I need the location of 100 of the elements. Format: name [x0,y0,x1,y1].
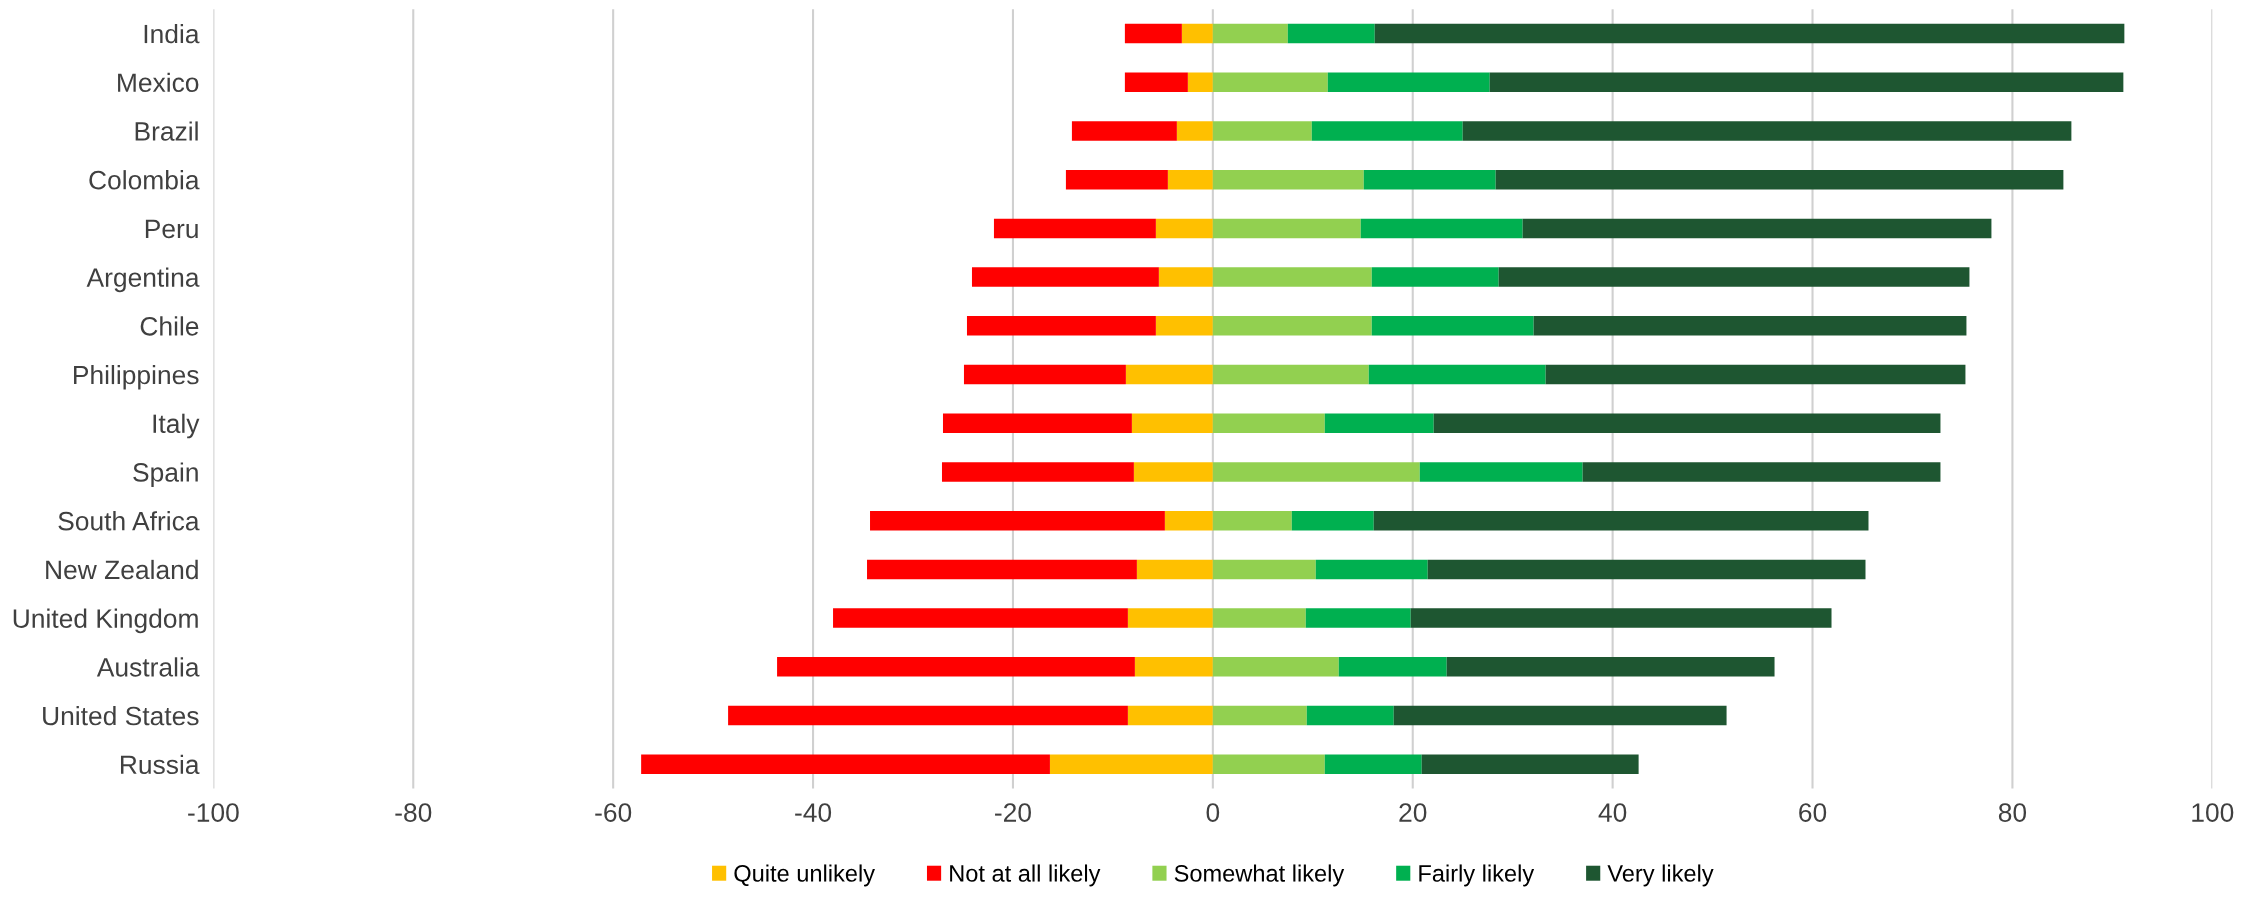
bar [1071,121,1177,141]
bar [1212,267,1372,287]
x-tick-label: 80 [1998,803,2027,822]
legend-label: Not at all likely [950,864,1101,887]
bar [1368,364,1546,385]
y-tick-label: Mexico [118,72,199,93]
y-tick-label: Argentina [86,267,200,293]
bar [1324,754,1422,775]
bar [1315,559,1428,580]
bar [1049,754,1213,775]
bar [1212,462,1420,482]
bar [1533,316,1967,336]
bar [1495,169,2064,190]
bar [1212,705,1307,726]
bar [1187,72,1213,92]
bar [963,364,1126,385]
bar [777,657,1135,677]
bar [966,316,1156,336]
bar [1338,657,1447,677]
bar [1545,364,1966,385]
x-tick-label: -40 [795,803,832,822]
bar [1212,316,1372,336]
bar [1363,169,1496,190]
y-tick-label: Australia [96,657,200,677]
bar [971,267,1159,287]
bar [1446,657,1775,677]
bar [1522,218,1992,239]
bar [1212,169,1364,190]
bar [1212,72,1328,92]
legend-label: Quite unlikely [734,864,875,887]
bar [1419,462,1583,482]
bar [1287,23,1375,44]
x-tick-label: -80 [395,803,432,822]
bar [993,218,1156,239]
y-tick-label: Russia [120,754,200,775]
bar [1433,413,1941,433]
bar [1306,705,1394,726]
x-tick-label: 0 [1206,803,1220,822]
bar [1212,218,1361,239]
bar [1212,23,1288,44]
legend-label: Very likely [1607,864,1714,887]
y-tick-label: Chile [140,316,199,336]
bar [1212,510,1292,531]
bar [1371,316,1534,336]
bar [870,510,1165,531]
bar [1164,510,1213,531]
x-tick-label: -20 [995,803,1031,822]
y-tick-label: United Kingdom [13,608,198,634]
bar [1212,754,1325,775]
bar [728,705,1128,726]
bar [1327,72,1490,92]
bar [1410,608,1832,628]
bar [1324,413,1434,433]
bar [1127,705,1213,726]
bar [1374,23,2125,44]
bar [1181,23,1213,44]
bar [1176,121,1213,141]
bar [1212,608,1306,628]
bar [1393,705,1727,726]
bar [1155,316,1213,336]
bar [1421,754,1639,775]
bar [1131,413,1213,433]
bar [1212,413,1325,433]
bar [1134,657,1213,677]
bar [641,754,1050,775]
bar [1167,169,1213,190]
bar [1127,608,1213,628]
x-tick-label: -100 [188,803,239,822]
x-tick-label: 40 [1598,803,1627,822]
y-tick-label: Brazil [135,121,198,141]
y-tick-label: South Africa [58,511,200,531]
bar [1305,608,1411,628]
y-tick-label: New Zealand [46,559,198,580]
y-tick-label: United States [43,705,199,726]
bar [1124,72,1188,92]
x-tick-label: 20 [1399,803,1427,822]
y-tick-label: Italy [153,413,200,439]
y-tick-label: Colombia [89,170,200,190]
bar [1124,23,1182,44]
bar [941,462,1134,482]
bar [1212,559,1316,580]
bar [942,413,1132,433]
bar [833,608,1128,628]
bar [1427,559,1866,580]
x-tick-label: 60 [1799,803,1827,822]
bar [1136,559,1213,580]
y-tick-label: Philippines [74,364,199,390]
y-tick-label: Peru [145,219,198,239]
bar [1582,462,1941,482]
bar [1125,364,1213,385]
legend-label: Fairly likely [1419,864,1535,887]
bar [1371,267,1499,287]
x-tick-label: 100 [2192,803,2234,822]
bar [1498,267,1970,287]
bar [1360,218,1523,239]
x-tick-label: -60 [595,803,632,822]
bar [1155,218,1213,239]
legend-label: Somewhat likely [1174,864,1345,887]
bar [1311,121,1463,141]
bar [1065,169,1168,190]
